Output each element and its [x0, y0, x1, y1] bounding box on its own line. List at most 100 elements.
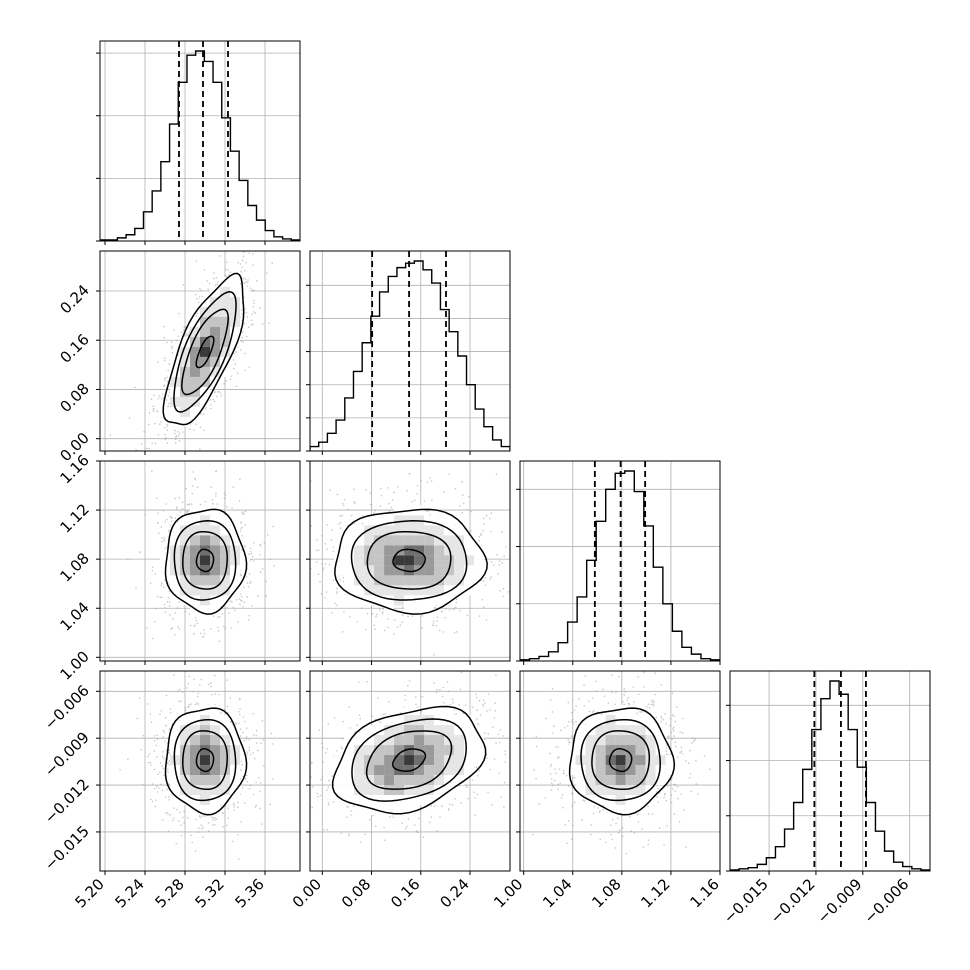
density-cell: [585, 715, 596, 726]
density-cells: [160, 505, 250, 616]
density-cell: [180, 555, 190, 566]
density-cell: [220, 306, 230, 317]
density-cell: [180, 755, 190, 766]
density-cell: [394, 555, 405, 566]
density-cell: [200, 765, 210, 776]
density-cell: [190, 525, 200, 536]
density-cell: [595, 755, 606, 766]
density-cell: [394, 575, 405, 586]
density-cell: [190, 346, 200, 357]
density-cell: [354, 545, 365, 556]
contour-line: [331, 705, 487, 815]
density-cell: [364, 575, 375, 586]
density-cell: [170, 575, 180, 586]
density-cell: [364, 585, 375, 596]
density-cell: [210, 525, 220, 536]
density-cell: [180, 416, 190, 427]
density-cell: [190, 356, 200, 367]
density-cell: [394, 565, 405, 576]
density-cell: [404, 575, 415, 586]
x-tick-label: −0.009: [814, 875, 866, 927]
density-cell: [394, 805, 405, 816]
density-cell: [180, 725, 190, 736]
density-cell: [210, 366, 220, 377]
density-cell: [434, 705, 445, 716]
density-cell: [404, 805, 415, 816]
density-cell: [595, 775, 606, 786]
density-cell: [220, 346, 230, 357]
density-cell: [230, 735, 240, 746]
density-cell: [454, 525, 465, 536]
density-cell: [344, 565, 355, 576]
density-cell: [625, 765, 636, 776]
density-cell: [384, 775, 395, 786]
density-cell: [220, 296, 230, 307]
density-cell: [384, 585, 395, 596]
density-cell: [344, 525, 355, 536]
panel-frame: [99, 460, 301, 662]
density-cell: [384, 565, 395, 576]
density-cell: [625, 785, 636, 796]
density-cell: [364, 745, 375, 756]
panel-frame: [99, 40, 301, 242]
density-cell: [665, 755, 676, 766]
density-cell: [655, 745, 666, 756]
density-cell: [615, 785, 626, 796]
density-cell: [200, 785, 210, 796]
density-cell: [414, 775, 425, 786]
density-cell: [404, 525, 415, 536]
density-cell: [655, 775, 666, 786]
density-cell: [404, 745, 415, 756]
density-cell: [200, 575, 210, 586]
density-cell: [414, 605, 425, 616]
density-cell: [220, 286, 230, 297]
y-tick-label: 0.16: [56, 330, 92, 366]
density-cell: [210, 515, 220, 526]
density-cell: [220, 525, 230, 536]
density-cell: [464, 715, 475, 726]
density-cell: [180, 775, 190, 786]
density-cell: [220, 795, 230, 806]
contour-line: [351, 718, 467, 802]
density-cell: [394, 735, 405, 746]
density-cell: [585, 765, 596, 776]
density-cell: [180, 336, 190, 347]
density-cell: [170, 535, 180, 546]
density-cell: [384, 805, 395, 816]
contour-line: [334, 508, 488, 615]
density-cell: [210, 595, 220, 606]
density-cell: [625, 755, 636, 766]
panel-frame: [519, 460, 721, 662]
density-cell: [474, 735, 485, 746]
density-cell: [190, 715, 200, 726]
contour-line: [580, 718, 661, 802]
density-cell: [374, 725, 385, 736]
panel-3-3: −0.015−0.012−0.009−0.006: [720, 670, 931, 927]
density-cell: [170, 416, 180, 427]
density-cell: [210, 286, 220, 297]
density-cell: [210, 585, 220, 596]
density-cell: [210, 605, 220, 616]
panel-frame: [309, 250, 511, 452]
density-cell: [344, 735, 355, 746]
density-cell: [354, 795, 365, 806]
density-cell: [364, 595, 375, 606]
contour-line: [195, 748, 215, 773]
panel-3-1: 0.00 0.08 0.16 0.24: [289, 670, 511, 911]
density-cell: [434, 725, 445, 736]
panel-frame: [309, 670, 511, 872]
density-cell: [474, 745, 485, 756]
density-cell: [615, 745, 626, 756]
density-cell: [170, 775, 180, 786]
density-cell: [454, 565, 465, 576]
x-tick-label: 0.16: [387, 875, 423, 911]
density-cell: [364, 515, 375, 526]
density-cell: [655, 765, 666, 776]
density-cell: [585, 745, 596, 756]
density-cell: [565, 765, 576, 776]
density-cell: [190, 406, 200, 417]
density-cell: [414, 735, 425, 746]
density-cell: [220, 715, 230, 726]
density-cell: [210, 505, 220, 516]
density-cell: [374, 565, 385, 576]
